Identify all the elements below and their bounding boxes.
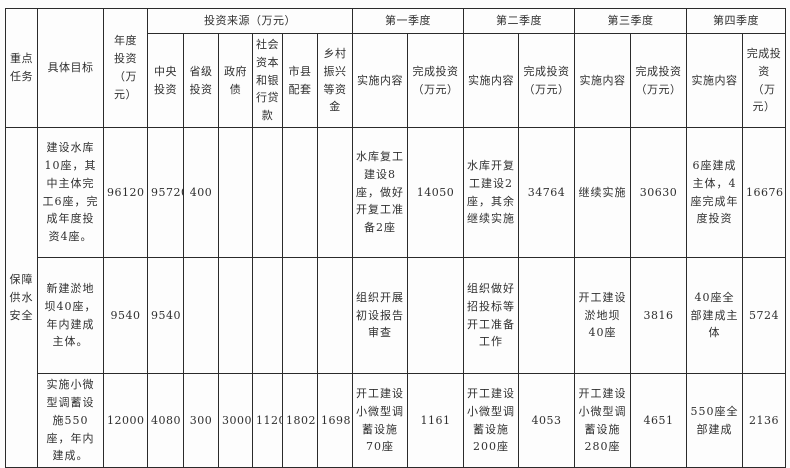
cell-goal: 实施小微型调蓄设施550座，年内建成。: [37, 373, 104, 468]
cell-source-central: 95720: [147, 127, 184, 259]
cell-q1-impl: 开工建设小微型调蓄设施70座: [352, 373, 408, 468]
cell-q4-completed: 16676: [742, 127, 786, 259]
cell-source-central: 9540: [147, 257, 184, 375]
cell-q2-completed: 4053: [518, 373, 575, 468]
cell-q1-completed: [407, 257, 464, 375]
header-quarter-2: 第二季度: [463, 8, 575, 34]
header-q3-completed-investment: 完成投资 （万元）: [630, 32, 687, 129]
header-q4-completed-investment: 完成投资 （万元）: [742, 32, 786, 129]
table-row: 新建淤地坝40座，年内建成主体。 9540 9540 组织开展初设报告审查 组织…: [6, 257, 786, 375]
header-source-gov-bond: 政府债: [218, 32, 253, 129]
header-quarter-1: 第一季度: [352, 8, 464, 34]
header-quarter-3: 第三季度: [574, 8, 687, 34]
header-q1-completed-investment: 完成投资 （万元）: [407, 32, 464, 129]
cell-q4-completed: 5724: [742, 257, 786, 375]
cell-q3-impl: 继续实施: [574, 127, 631, 259]
cell-q4-impl: 6座建成主体，4座完成年度投资: [686, 127, 743, 259]
header-source-provincial: 省级投资: [183, 32, 219, 129]
header-source-city-county: 市县配套: [282, 32, 318, 129]
cell-q3-completed: 30630: [630, 127, 687, 259]
header-quarter-4: 第四季度: [686, 8, 786, 34]
cell-q2-impl: 组织做好招投标等开工准备工作: [463, 257, 519, 375]
cell-source-city-county: [282, 127, 318, 259]
header-q4-impl-content: 实施内容: [686, 32, 743, 129]
cell-source-rural-revitalization: [317, 257, 353, 375]
cell-annual-investment: 9540: [103, 257, 148, 375]
cell-source-social-capital: [252, 127, 283, 259]
header-goal: 具体目标: [37, 7, 104, 129]
cell-key-task: 保障供水安全: [5, 127, 38, 468]
cell-q1-impl: 组织开展初设报告审查: [352, 257, 408, 375]
header-source-central: 中央投资: [147, 32, 184, 129]
header-annual-investment: 年度 投资 （万元）: [103, 7, 148, 129]
header-source-social-capital-bank-loan: 社会资本和银行贷款: [252, 32, 283, 129]
cell-source-gov-bond: 3000: [218, 373, 253, 468]
cell-goal: 新建淤地坝40座，年内建成主体。: [37, 257, 104, 375]
header-key-task: 重点 任务: [5, 7, 38, 129]
cell-annual-investment: 12000: [103, 373, 148, 468]
header-q1-impl-content: 实施内容: [352, 32, 408, 129]
cell-q3-completed: 3816: [630, 257, 687, 375]
header-row-columns: 中央投资 省级投资 政府债 社会资本和银行贷款 市县配套 乡村振兴等资金 实施内…: [6, 32, 786, 129]
investment-plan-table: 重点 任务 具体目标 年度 投资 （万元） 投资来源（万元） 第一季度 第二季度…: [5, 7, 786, 468]
cell-annual-investment: 96120: [103, 127, 148, 259]
header-investment-source-group: 投资来源（万元）: [147, 8, 353, 34]
cell-q4-impl: 40座全部建成主体: [686, 257, 743, 375]
cell-source-provincial: 300: [183, 373, 219, 468]
cell-q1-completed: 1161: [407, 373, 464, 468]
cell-source-rural-revitalization: 1698: [317, 373, 353, 468]
cell-q4-completed: 2136: [742, 373, 786, 468]
cell-source-provincial: [183, 257, 219, 375]
cell-q2-impl: 水库开复工建设2座，其余继续实施: [463, 127, 519, 259]
cell-source-city-county: 1802: [282, 373, 318, 468]
cell-source-central: 4080: [147, 373, 184, 468]
cell-q4-impl: 550座全部建成: [686, 373, 743, 468]
header-q3-impl-content: 实施内容: [574, 32, 631, 129]
cell-source-city-county: [282, 257, 318, 375]
cell-source-social-capital: 1120: [252, 373, 283, 468]
cell-q2-completed: [518, 257, 575, 375]
cell-q3-impl: 开工建设淤地坝40座: [574, 257, 631, 375]
header-row-groups: 重点 任务 具体目标 年度 投资 （万元） 投资来源（万元） 第一季度 第二季度…: [5, 7, 786, 129]
header-source-rural-revitalization: 乡村振兴等资金: [317, 32, 353, 129]
table-row: 实施小微型调蓄设施550座，年内建成。 12000 4080 300 3000 …: [6, 373, 786, 468]
cell-source-gov-bond: [218, 257, 253, 375]
cell-source-gov-bond: [218, 127, 253, 259]
cell-q3-impl: 开工建设小微型调蓄设施280座: [574, 373, 631, 468]
table-row: 保障供水安全 建设水库10座，其中主体完工6座，完成年度投资4座。 96120 …: [5, 127, 786, 468]
cell-q2-completed: 34764: [518, 127, 575, 259]
header-q2-completed-investment: 完成投资 （万元）: [518, 32, 575, 129]
cell-q3-completed: 4651: [630, 373, 687, 468]
cell-source-provincial: 400: [183, 127, 219, 259]
cell-goal: 建设水库10座，其中主体完工6座，完成年度投资4座。: [37, 127, 104, 259]
cell-q1-impl: 水库复工建设8座，做好开复工准备2座: [352, 127, 408, 259]
cell-q2-impl: 开工建设小微型调蓄设施200座: [463, 373, 519, 468]
cell-source-social-capital: [252, 257, 283, 375]
header-q2-impl-content: 实施内容: [463, 32, 519, 129]
cell-q1-completed: 14050: [407, 127, 464, 259]
cell-source-rural-revitalization: [317, 127, 353, 259]
